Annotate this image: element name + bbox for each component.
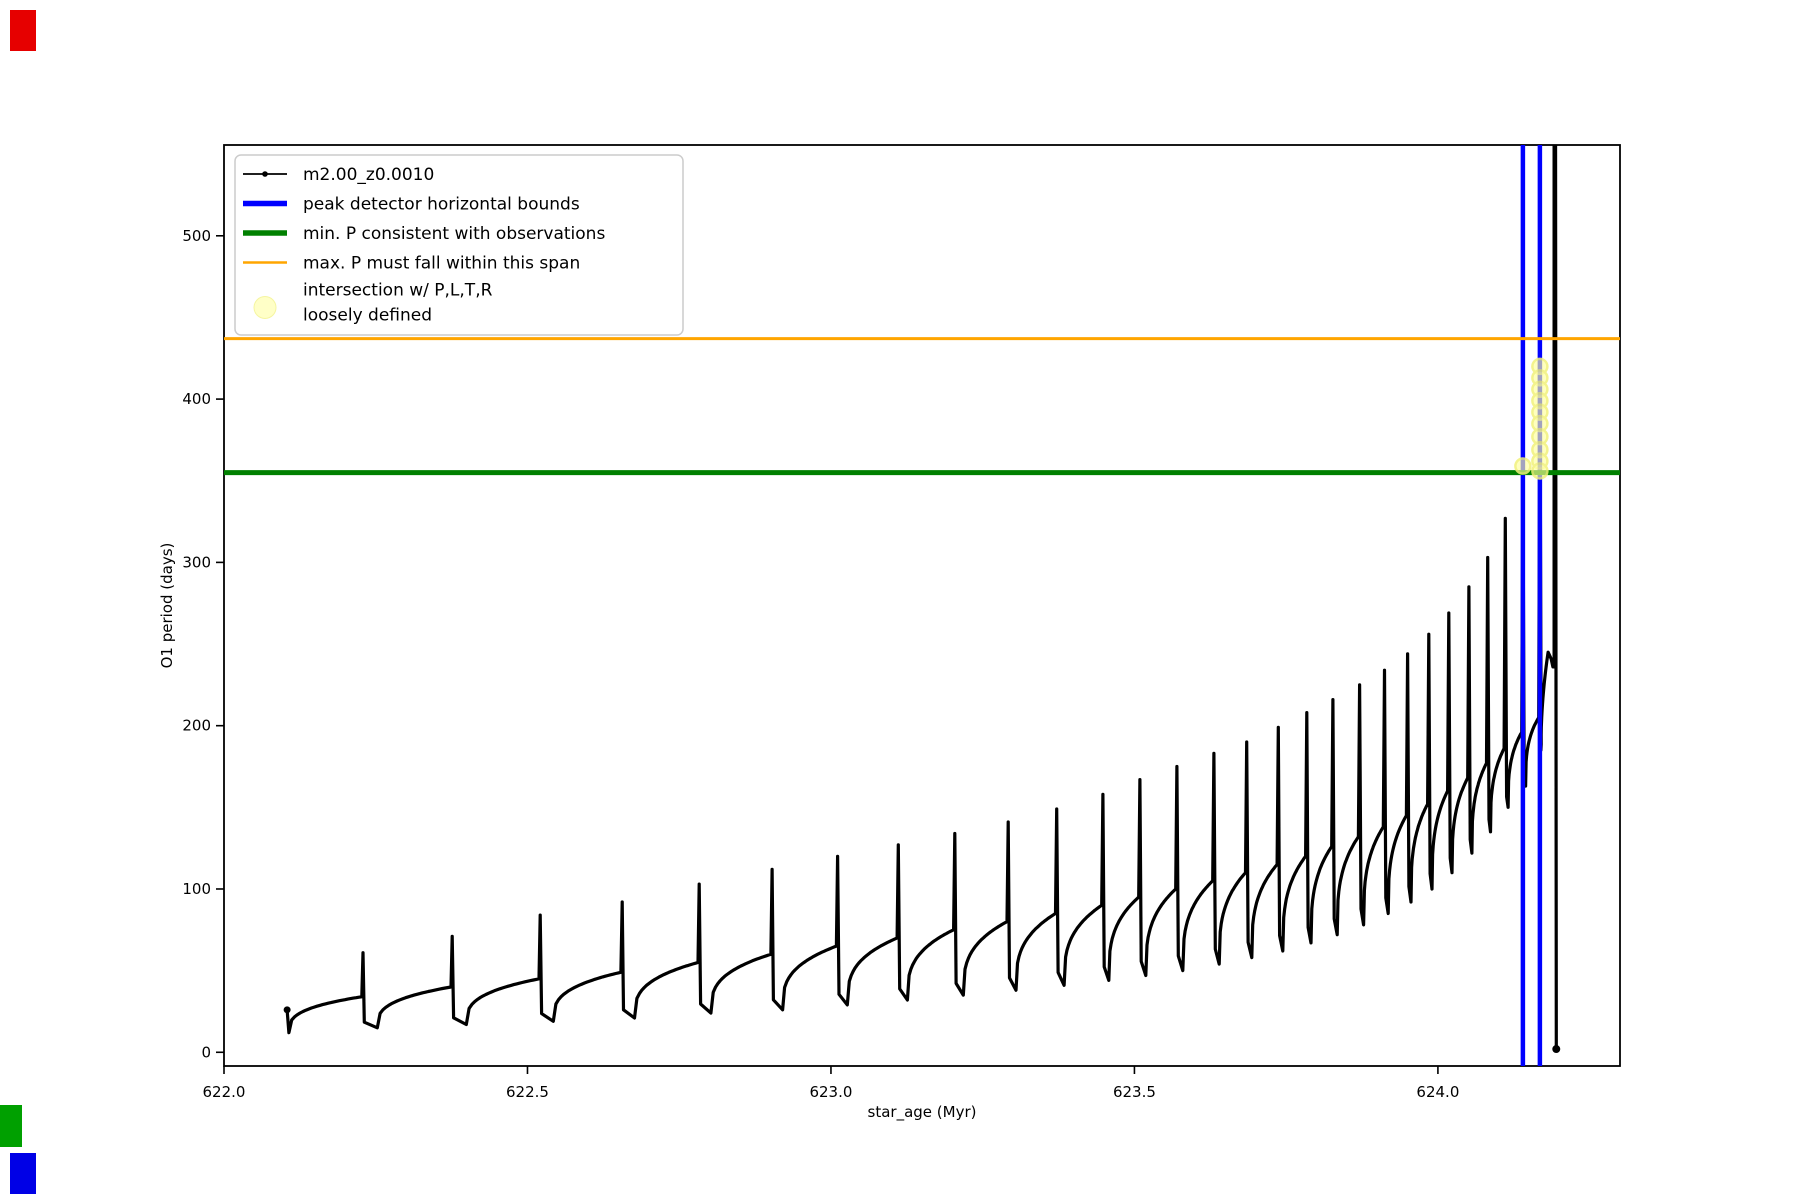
legend-entry-4: max. P must fall within this span [243, 254, 580, 274]
data-start-dot [283, 1006, 291, 1014]
y-tick-label: 300 [182, 553, 211, 571]
legend-entry-3: min. P consistent with observations [243, 224, 605, 244]
legend-entry-1: m2.00_z0.0010 [243, 165, 434, 185]
legend-entry-5: intersection w/ P,L,T,R loosely defined [253, 281, 493, 326]
data-series-line [285, 145, 1558, 1051]
intersection-dot [1514, 457, 1532, 475]
legend-box [234, 154, 684, 336]
legend-label: m2.00_z0.0010 [303, 165, 434, 185]
legend-label: min. P consistent with observations [303, 224, 605, 244]
y-tick-label: 0 [201, 1043, 211, 1061]
x-tick-label: 623.0 [809, 1083, 852, 1101]
x-tick-label: 622.5 [506, 1083, 549, 1101]
corner-red-mark [10, 10, 36, 51]
x-tick-label: 624.0 [1416, 1083, 1459, 1101]
x-tick-label: 623.5 [1113, 1083, 1156, 1101]
intersection-dot [1531, 462, 1549, 480]
legend-label: intersection w/ P,L,T,R [303, 281, 493, 301]
x-axis-label: star_age (Myr) [868, 1103, 977, 1122]
y-tick-label: 100 [182, 880, 211, 898]
corner-green-mark [0, 1105, 22, 1147]
x-tick-label: 622.0 [203, 1083, 246, 1101]
corner-blue-mark [10, 1153, 36, 1194]
legend-label: peak detector horizontal bounds [303, 195, 580, 215]
legend-entry-2: peak detector horizontal bounds [243, 195, 580, 215]
y-tick-label: 500 [182, 227, 211, 245]
legend-label-line2: loosely defined [303, 306, 432, 326]
y-tick-label: 400 [182, 390, 211, 408]
y-tick-label: 200 [182, 717, 211, 735]
y-axis-label: O1 period (days) [158, 543, 176, 669]
legend-label: max. P must fall within this span [303, 254, 580, 274]
data-end-dot [1552, 1045, 1561, 1054]
